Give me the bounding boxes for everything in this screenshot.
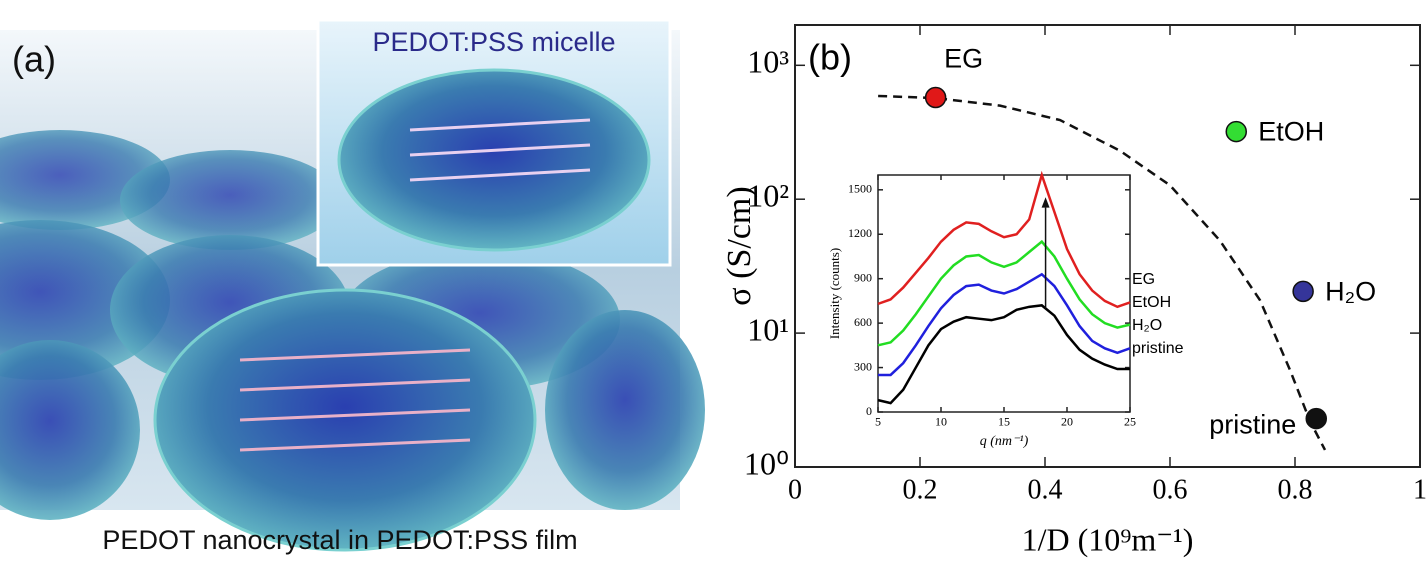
illustration: (a) PEDOT:PSS micelle PEDOT nanocrystal …: [0, 20, 705, 555]
y-tick-label: 600: [854, 315, 872, 329]
point-label: EtOH: [1258, 117, 1324, 147]
y-tick-label: 10¹: [747, 311, 789, 347]
x-tick-label: 5: [875, 415, 881, 429]
point-label: EG: [944, 44, 983, 74]
data-point: [926, 87, 946, 107]
point-label: pristine: [1209, 410, 1296, 440]
panel-label: (a): [12, 39, 56, 80]
y-axis-label: Intensity (counts): [827, 248, 842, 339]
inset-title: PEDOT:PSS micelle: [372, 27, 615, 57]
point-label: H₂O: [1325, 276, 1376, 306]
x-tick-label: 0: [788, 475, 802, 506]
y-tick-label: 300: [854, 359, 872, 373]
panel-label: (b): [808, 37, 852, 78]
data-point: [1226, 122, 1246, 142]
x-tick-label: 1: [1413, 475, 1426, 506]
data-point: [1293, 281, 1313, 301]
x-tick-label: 0.8: [1278, 475, 1313, 506]
x-axis-label: 1/D (10⁹m⁻¹): [1022, 521, 1194, 557]
y-axis-label: σ (S/cm): [721, 186, 758, 305]
x-tick-label: 0.6: [1153, 475, 1188, 506]
x-tick-label: 0.4: [1028, 475, 1063, 506]
x-tick-label: 15: [998, 415, 1010, 429]
figure: (a) PEDOT:PSS micelle PEDOT nanocrystal …: [0, 0, 1426, 560]
caption: PEDOT nanocrystal in PEDOT:PSS film: [102, 525, 577, 555]
y-tick-label: 10⁰: [744, 445, 789, 481]
series-label: pristine: [1132, 340, 1184, 357]
x-tick-label: 20: [1061, 415, 1073, 429]
x-axis-label: q (nm⁻¹): [980, 434, 1029, 449]
y-tick-label: 10³: [747, 44, 789, 80]
series-label: EG: [1132, 271, 1155, 288]
y-tick-label: 0: [866, 404, 872, 418]
x-tick-label: 10: [935, 415, 947, 429]
x-tick-label: 25: [1124, 415, 1136, 429]
y-tick-label: 1200: [848, 226, 872, 240]
series-label: H₂O: [1132, 317, 1162, 334]
x-tick-label: 0.2: [903, 475, 938, 506]
y-tick-label: 1500: [848, 182, 872, 196]
series-label: EtOH: [1132, 294, 1171, 311]
y-tick-label: 900: [854, 270, 872, 284]
data-point: [1306, 409, 1326, 429]
